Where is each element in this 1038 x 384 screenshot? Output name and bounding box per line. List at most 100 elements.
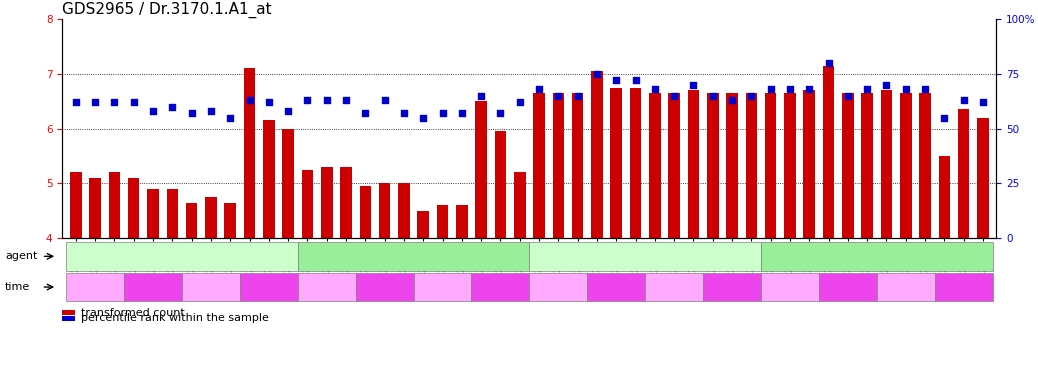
Point: [415, 115, 432, 121]
Bar: [880, 90, 893, 238]
Point: [627, 78, 644, 84]
Point: [608, 78, 625, 84]
Bar: [282, 129, 294, 238]
Point: [820, 60, 837, 66]
Point: [840, 93, 856, 99]
Bar: [920, 93, 931, 238]
Bar: [128, 178, 139, 238]
Bar: [399, 184, 410, 238]
Bar: [62, 316, 75, 321]
Bar: [534, 93, 545, 238]
Point: [647, 86, 663, 92]
Text: RA: RA: [406, 251, 421, 262]
Point: [377, 97, 393, 103]
Point: [801, 86, 818, 92]
Bar: [784, 93, 796, 238]
Point: [126, 99, 142, 106]
Point: [106, 99, 122, 106]
Text: 1 h: 1 h: [550, 282, 567, 292]
Point: [319, 97, 335, 103]
Point: [858, 86, 875, 92]
Point: [878, 82, 895, 88]
Text: 4 h: 4 h: [202, 282, 219, 292]
Bar: [514, 172, 525, 238]
Point: [299, 97, 316, 103]
Bar: [842, 93, 853, 238]
Bar: [475, 101, 487, 238]
Point: [530, 86, 547, 92]
Bar: [379, 184, 390, 238]
Text: transformed count: transformed count: [81, 308, 185, 318]
Bar: [186, 202, 197, 238]
Point: [589, 71, 605, 77]
Text: 2 h: 2 h: [608, 282, 625, 292]
Bar: [166, 189, 179, 238]
Text: time: time: [5, 282, 30, 292]
Bar: [109, 172, 120, 238]
Point: [917, 86, 933, 92]
Bar: [745, 93, 757, 238]
Bar: [62, 310, 75, 315]
Point: [955, 97, 972, 103]
Point: [261, 99, 277, 106]
Text: 12 h: 12 h: [257, 282, 280, 292]
Text: 1 h: 1 h: [782, 282, 798, 292]
Point: [743, 93, 760, 99]
Point: [67, 99, 84, 106]
Point: [550, 93, 567, 99]
Bar: [302, 170, 313, 238]
Bar: [977, 118, 989, 238]
Point: [569, 93, 585, 99]
Point: [222, 115, 239, 121]
Bar: [495, 131, 507, 238]
Text: control for TCDD: control for TCDD: [599, 251, 691, 262]
Bar: [70, 172, 82, 238]
Point: [898, 86, 914, 92]
Bar: [417, 211, 429, 238]
Text: 12 h: 12 h: [720, 282, 743, 292]
Bar: [707, 93, 718, 238]
Bar: [687, 90, 700, 238]
Bar: [552, 93, 564, 238]
Text: 4 h: 4 h: [666, 282, 682, 292]
Point: [454, 110, 470, 116]
Text: 1 h: 1 h: [87, 282, 104, 292]
Bar: [263, 121, 275, 238]
Point: [144, 108, 161, 114]
Text: 2 h: 2 h: [840, 282, 856, 292]
Text: TCDD: TCDD: [862, 251, 893, 262]
Text: 2 h: 2 h: [377, 282, 392, 292]
Point: [434, 110, 450, 116]
Bar: [630, 88, 641, 238]
Text: 2 h: 2 h: [144, 282, 161, 292]
Text: 4 h: 4 h: [434, 282, 450, 292]
Bar: [224, 202, 236, 238]
Bar: [592, 71, 603, 238]
Bar: [437, 205, 448, 238]
Text: percentile rank within the sample: percentile rank within the sample: [81, 313, 269, 323]
Text: control for RA: control for RA: [144, 251, 220, 262]
Point: [357, 110, 374, 116]
Point: [975, 99, 991, 106]
Text: 4 h: 4 h: [898, 282, 914, 292]
Point: [665, 93, 682, 99]
Point: [241, 97, 257, 103]
Text: 12 h: 12 h: [489, 282, 512, 292]
Bar: [359, 186, 372, 238]
Point: [164, 104, 181, 110]
Point: [492, 110, 509, 116]
Bar: [610, 88, 622, 238]
Bar: [765, 93, 776, 238]
Point: [280, 108, 297, 114]
Bar: [572, 93, 583, 238]
Point: [512, 99, 528, 106]
Point: [202, 108, 219, 114]
Bar: [206, 197, 217, 238]
Point: [936, 115, 953, 121]
Point: [337, 97, 354, 103]
Bar: [244, 68, 255, 238]
Text: agent: agent: [5, 251, 37, 262]
Bar: [727, 93, 738, 238]
Point: [762, 86, 778, 92]
Bar: [340, 167, 352, 238]
